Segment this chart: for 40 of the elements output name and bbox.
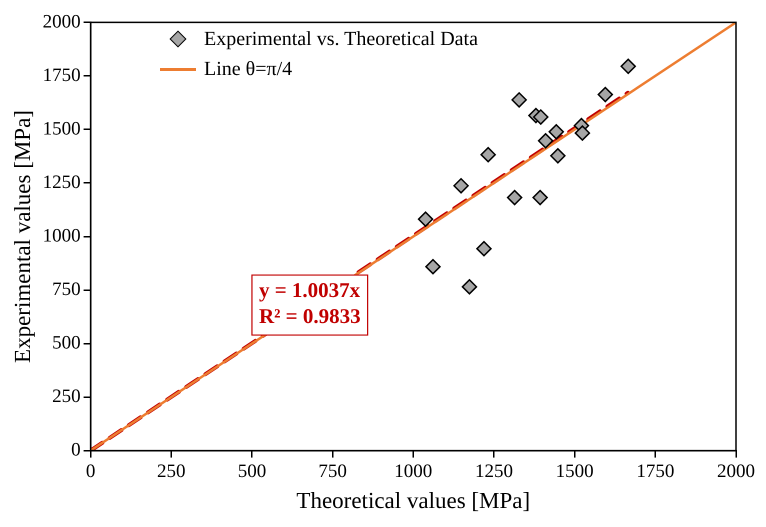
point [453, 178, 469, 194]
legend-label: Experimental vs. Theoretical Data [204, 27, 478, 52]
y-tick-label: 1000 [42, 225, 81, 246]
point [620, 58, 636, 74]
y-tick-label: 2000 [42, 11, 81, 32]
y-tick-label: 250 [52, 386, 81, 408]
point [425, 258, 441, 274]
point [550, 148, 566, 164]
point [574, 125, 590, 141]
y-tick-label: 500 [52, 332, 81, 354]
x-tick-label: 500 [238, 460, 266, 482]
y-tick-label: 0 [71, 440, 81, 461]
annotation: R² = 0.9833 [258, 304, 361, 328]
y-tick-label: 1750 [42, 64, 81, 86]
x-tick-label: 750 [318, 460, 347, 482]
x-tick-label: 2000 [717, 460, 755, 482]
point [538, 133, 554, 149]
x-axis-title: Theoretical values [MPa] [296, 488, 530, 514]
x-tick-label: 1000 [394, 460, 432, 482]
x-tick-label: 1500 [556, 460, 594, 482]
x-tick-label: 0 [86, 460, 96, 482]
y-axis-title: Experimental values [MPa] [10, 110, 35, 363]
point [506, 190, 522, 206]
x-tick-label: 250 [157, 460, 186, 482]
legend-label: Line θ=π/4 [204, 57, 292, 82]
point [598, 86, 614, 102]
point [532, 190, 548, 206]
point [418, 211, 434, 227]
point [480, 146, 496, 162]
y-tick-label: 750 [52, 279, 81, 300]
point [548, 124, 564, 140]
point [476, 240, 492, 256]
point [511, 92, 527, 108]
y-tick-label: 1250 [42, 172, 81, 193]
point [462, 279, 478, 295]
x-tick-label: 1250 [474, 460, 513, 482]
y-tick-label: 1500 [42, 118, 81, 140]
x-tick-label: 1750 [636, 460, 674, 482]
point [533, 109, 549, 125]
annotation: y = 1.0037x [258, 278, 361, 302]
